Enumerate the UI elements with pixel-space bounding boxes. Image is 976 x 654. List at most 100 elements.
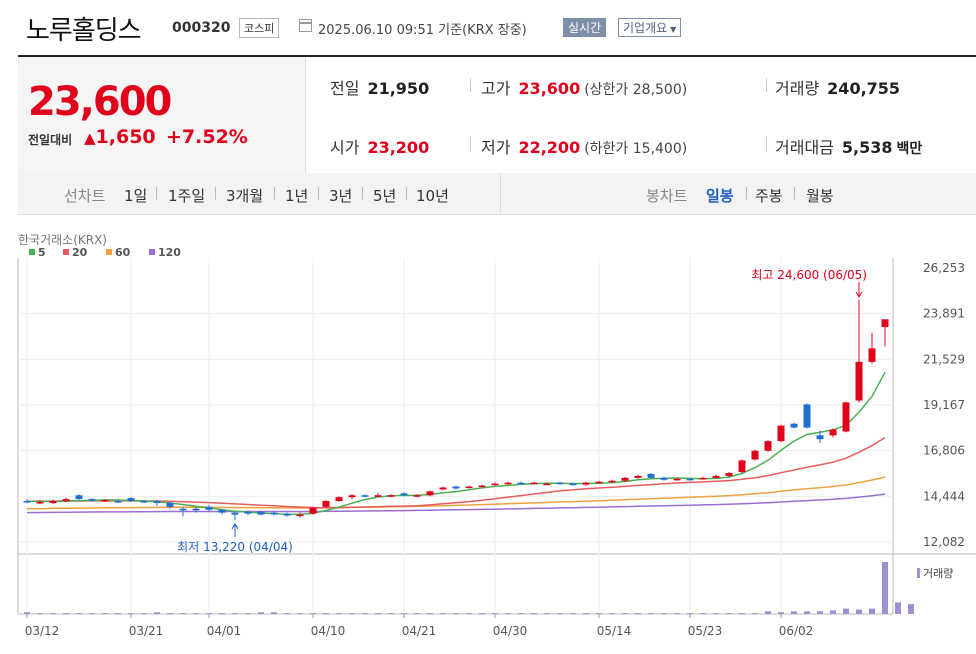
volume-bar — [570, 613, 576, 614]
candle-body — [413, 495, 421, 497]
candle-body — [751, 450, 759, 460]
candle-body — [855, 361, 863, 401]
candle-body — [764, 441, 772, 451]
tab-daily[interactable]: 일봉 — [706, 187, 734, 205]
x-tick-label: 04/21 — [402, 624, 437, 638]
volume-bar — [687, 613, 693, 614]
volume-bar — [89, 613, 95, 614]
ma5-swatch — [29, 249, 35, 255]
candle-body — [686, 478, 694, 481]
volume-bar — [726, 613, 732, 614]
tab-5y[interactable]: 5년 — [373, 187, 397, 205]
y-tick-label: 19,167 — [923, 398, 965, 412]
tab-1d[interactable]: 1일 — [124, 187, 148, 205]
tab-1y[interactable]: 1년 — [285, 187, 309, 205]
candle-body — [439, 487, 447, 490]
candle-body — [842, 402, 850, 432]
candle-body — [322, 501, 330, 507]
tab-weekly[interactable]: 주봉 — [755, 187, 783, 205]
ma5-label: 5 — [38, 246, 46, 259]
divider — [766, 78, 767, 92]
candle-body — [569, 483, 577, 486]
volume-bar — [635, 613, 641, 614]
candle-chart-label: 봉차트 — [646, 187, 688, 205]
realtime-button[interactable]: 실시간 — [563, 18, 607, 37]
calendar-icon — [299, 19, 312, 32]
low-price: 저가 22,200 (하한가 15,400) — [481, 138, 688, 157]
volume-bar — [882, 562, 888, 614]
volume-bar — [401, 613, 407, 614]
candle-body — [166, 502, 174, 507]
candle-body — [790, 423, 798, 428]
candle-body — [23, 501, 31, 503]
candle-body — [530, 482, 538, 485]
candle-body — [400, 493, 408, 496]
y-tick-label: 23,891 — [923, 307, 965, 321]
candle-body — [153, 501, 161, 503]
candle-body — [309, 507, 317, 514]
candle-body — [634, 475, 642, 478]
candle-body — [699, 477, 707, 480]
volume-bar — [128, 613, 134, 614]
volume-bar — [336, 613, 342, 614]
candle-body — [49, 501, 57, 503]
ma60-swatch — [106, 249, 112, 255]
candle-body — [556, 482, 564, 485]
divider — [500, 173, 501, 214]
prev-close: 전일 21,950 — [330, 79, 430, 98]
divider — [362, 187, 363, 200]
volume-bar — [323, 613, 329, 614]
ma-legend: 5 20 60 120 — [29, 246, 181, 259]
candle-body — [673, 478, 681, 481]
tab-10y[interactable]: 10년 — [416, 187, 449, 205]
volume-bar — [518, 613, 524, 614]
volume-legend-swatch — [917, 568, 920, 578]
volume-bar — [24, 612, 30, 614]
candle-body — [582, 482, 590, 485]
candle-body — [114, 501, 122, 503]
divider — [470, 78, 471, 92]
chevron-down-icon: ▼ — [670, 25, 677, 34]
y-tick-label: 16,806 — [923, 444, 965, 458]
candle-body — [816, 435, 824, 440]
volume-bar — [440, 613, 446, 614]
volume-bar — [505, 613, 511, 614]
company-info-dropdown[interactable]: 기업개요 ▼ — [618, 18, 682, 37]
candle-body — [426, 491, 434, 496]
divider — [215, 187, 216, 200]
tab-3m[interactable]: 3개월 — [226, 187, 264, 205]
volume-bar — [50, 613, 56, 614]
ma20-line — [27, 436, 886, 509]
volume-bar — [102, 613, 108, 614]
volume-bar — [154, 612, 160, 614]
volume-bar — [531, 613, 537, 614]
volume-bar — [583, 613, 589, 614]
volume-bar — [414, 613, 420, 614]
grid — [18, 258, 893, 618]
ma60-label: 60 — [115, 246, 131, 259]
quote-panel: 23,600 전일대비 ▲1,650 +7.52% 전일 21,950 고가 23,… — [18, 55, 976, 174]
volume-bar — [674, 613, 680, 614]
volume-bar — [375, 613, 381, 614]
x-tick-label: 06/02 — [779, 624, 814, 638]
divider — [406, 187, 407, 200]
tab-3y[interactable]: 3년 — [329, 187, 353, 205]
candle-body — [361, 495, 369, 497]
candle-body — [231, 512, 239, 515]
candle-body — [218, 509, 226, 513]
tab-monthly[interactable]: 월봉 — [806, 187, 834, 205]
volume-bar — [388, 613, 394, 614]
candle-body — [205, 506, 213, 510]
candle-body — [348, 495, 356, 498]
x-tick-label: 04/10 — [311, 624, 346, 638]
candle-body — [257, 511, 265, 515]
divider — [746, 187, 747, 200]
tab-1w[interactable]: 1주일 — [168, 187, 206, 205]
candle-body — [244, 511, 252, 514]
candle-body — [660, 477, 668, 480]
candle-body — [738, 460, 746, 473]
candle-body — [725, 473, 733, 476]
candle-body — [543, 483, 551, 486]
change-amount: ▲1,650 — [84, 126, 156, 148]
candle-body — [296, 514, 304, 517]
